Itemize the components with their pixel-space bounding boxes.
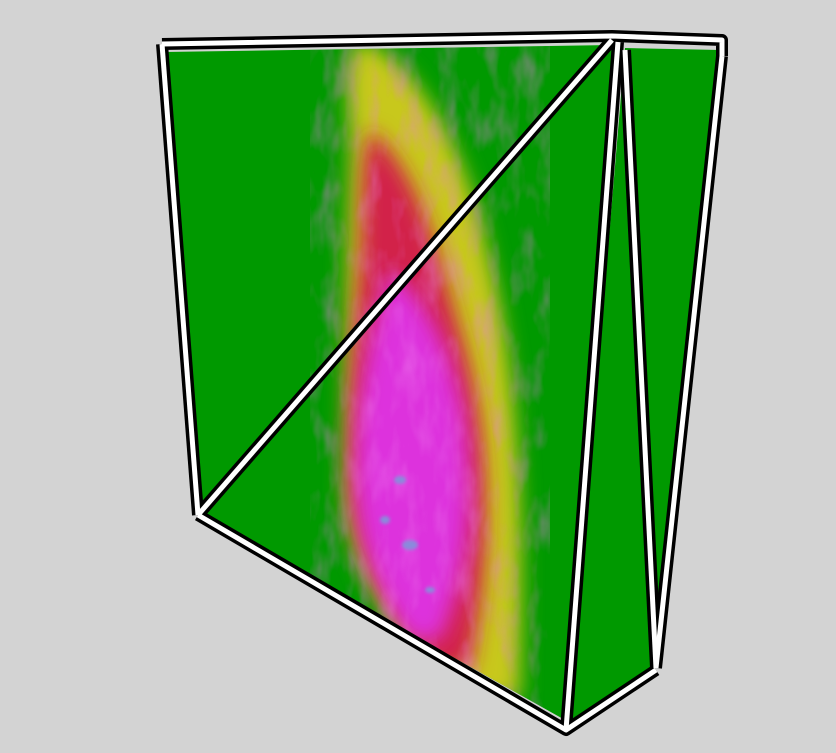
plume	[330, 45, 530, 720]
wireframe-edges	[156, 30, 728, 736]
front-face	[165, 45, 612, 720]
